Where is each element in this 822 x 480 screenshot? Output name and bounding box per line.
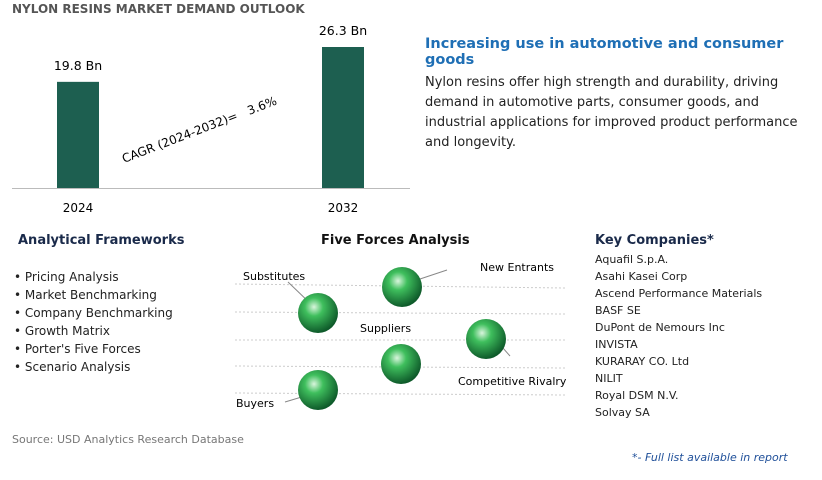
five-forces-diagram: Substitutes New Entrants Suppliers Competit… <box>234 261 567 410</box>
bar-chart: 19.8 Bn 2024 26.3 Bn 2032 CAGR (2024-2032)= … <box>12 23 410 215</box>
company-item: DuPont de Nemours Inc <box>595 321 725 334</box>
value-label: 26.3 Bn <box>319 23 367 38</box>
company-item: Ascend Performance Materials <box>595 287 763 300</box>
framework-item: Market Benchmarking <box>14 286 173 304</box>
source: Source: USD Analytics Research Database <box>12 433 244 446</box>
force-label: New Entrants <box>480 261 554 274</box>
framework-item: Scenario Analysis <box>14 358 173 376</box>
company-item: NILIT <box>595 372 623 385</box>
bar <box>57 81 99 188</box>
frameworks-list: Pricing AnalysisMarket BenchmarkingCompa… <box>14 268 173 376</box>
highlight-title: Increasing use in automotive and consume… <box>425 36 784 68</box>
company-item: BASF SE <box>595 304 641 317</box>
company-item: Royal DSM N.V. <box>595 389 679 402</box>
x-tick-label: 2032 <box>328 201 359 215</box>
framework-item: Growth Matrix <box>14 322 173 340</box>
company-item: Asahi Kasei Corp <box>595 270 688 283</box>
company-item: KURARAY CO. Ltd <box>595 355 690 368</box>
company-item: INVISTA <box>595 338 638 351</box>
framework-item: Pricing Analysis <box>14 268 173 286</box>
value-label: 19.8 Bn <box>54 58 102 73</box>
force-label: Suppliers <box>360 322 411 335</box>
cagr-annotation: CAGR (2024-2032)= 3.6% <box>120 94 279 166</box>
companies-title: Key Companies* <box>595 233 714 248</box>
chart-title: NYLON RESINS MARKET DEMAND OUTLOOK <box>12 2 305 16</box>
x-tick-label: 2024 <box>63 201 94 215</box>
force-label: Substitutes <box>243 270 305 283</box>
frameworks-title: Analytical Frameworks <box>18 233 185 248</box>
force-label: Competitive Rivalry <box>458 375 567 388</box>
force-label: Buyers <box>236 397 274 410</box>
framework-item: Company Benchmarking <box>14 304 173 322</box>
five-forces-title: Five Forces Analysis <box>321 233 470 248</box>
footnote: *- Full list available in report <box>632 451 788 464</box>
highlight-text: Nylon resins offer high strength and dur… <box>425 75 798 150</box>
companies-list: Aquafil S.p.A. Asahi Kasei Corp Ascend Per… <box>595 251 762 421</box>
framework-item: Porter's Five Forces <box>14 340 173 358</box>
company-item: Solvay SA <box>595 406 650 419</box>
company-item: Aquafil S.p.A. <box>595 253 669 266</box>
bar <box>322 47 364 188</box>
